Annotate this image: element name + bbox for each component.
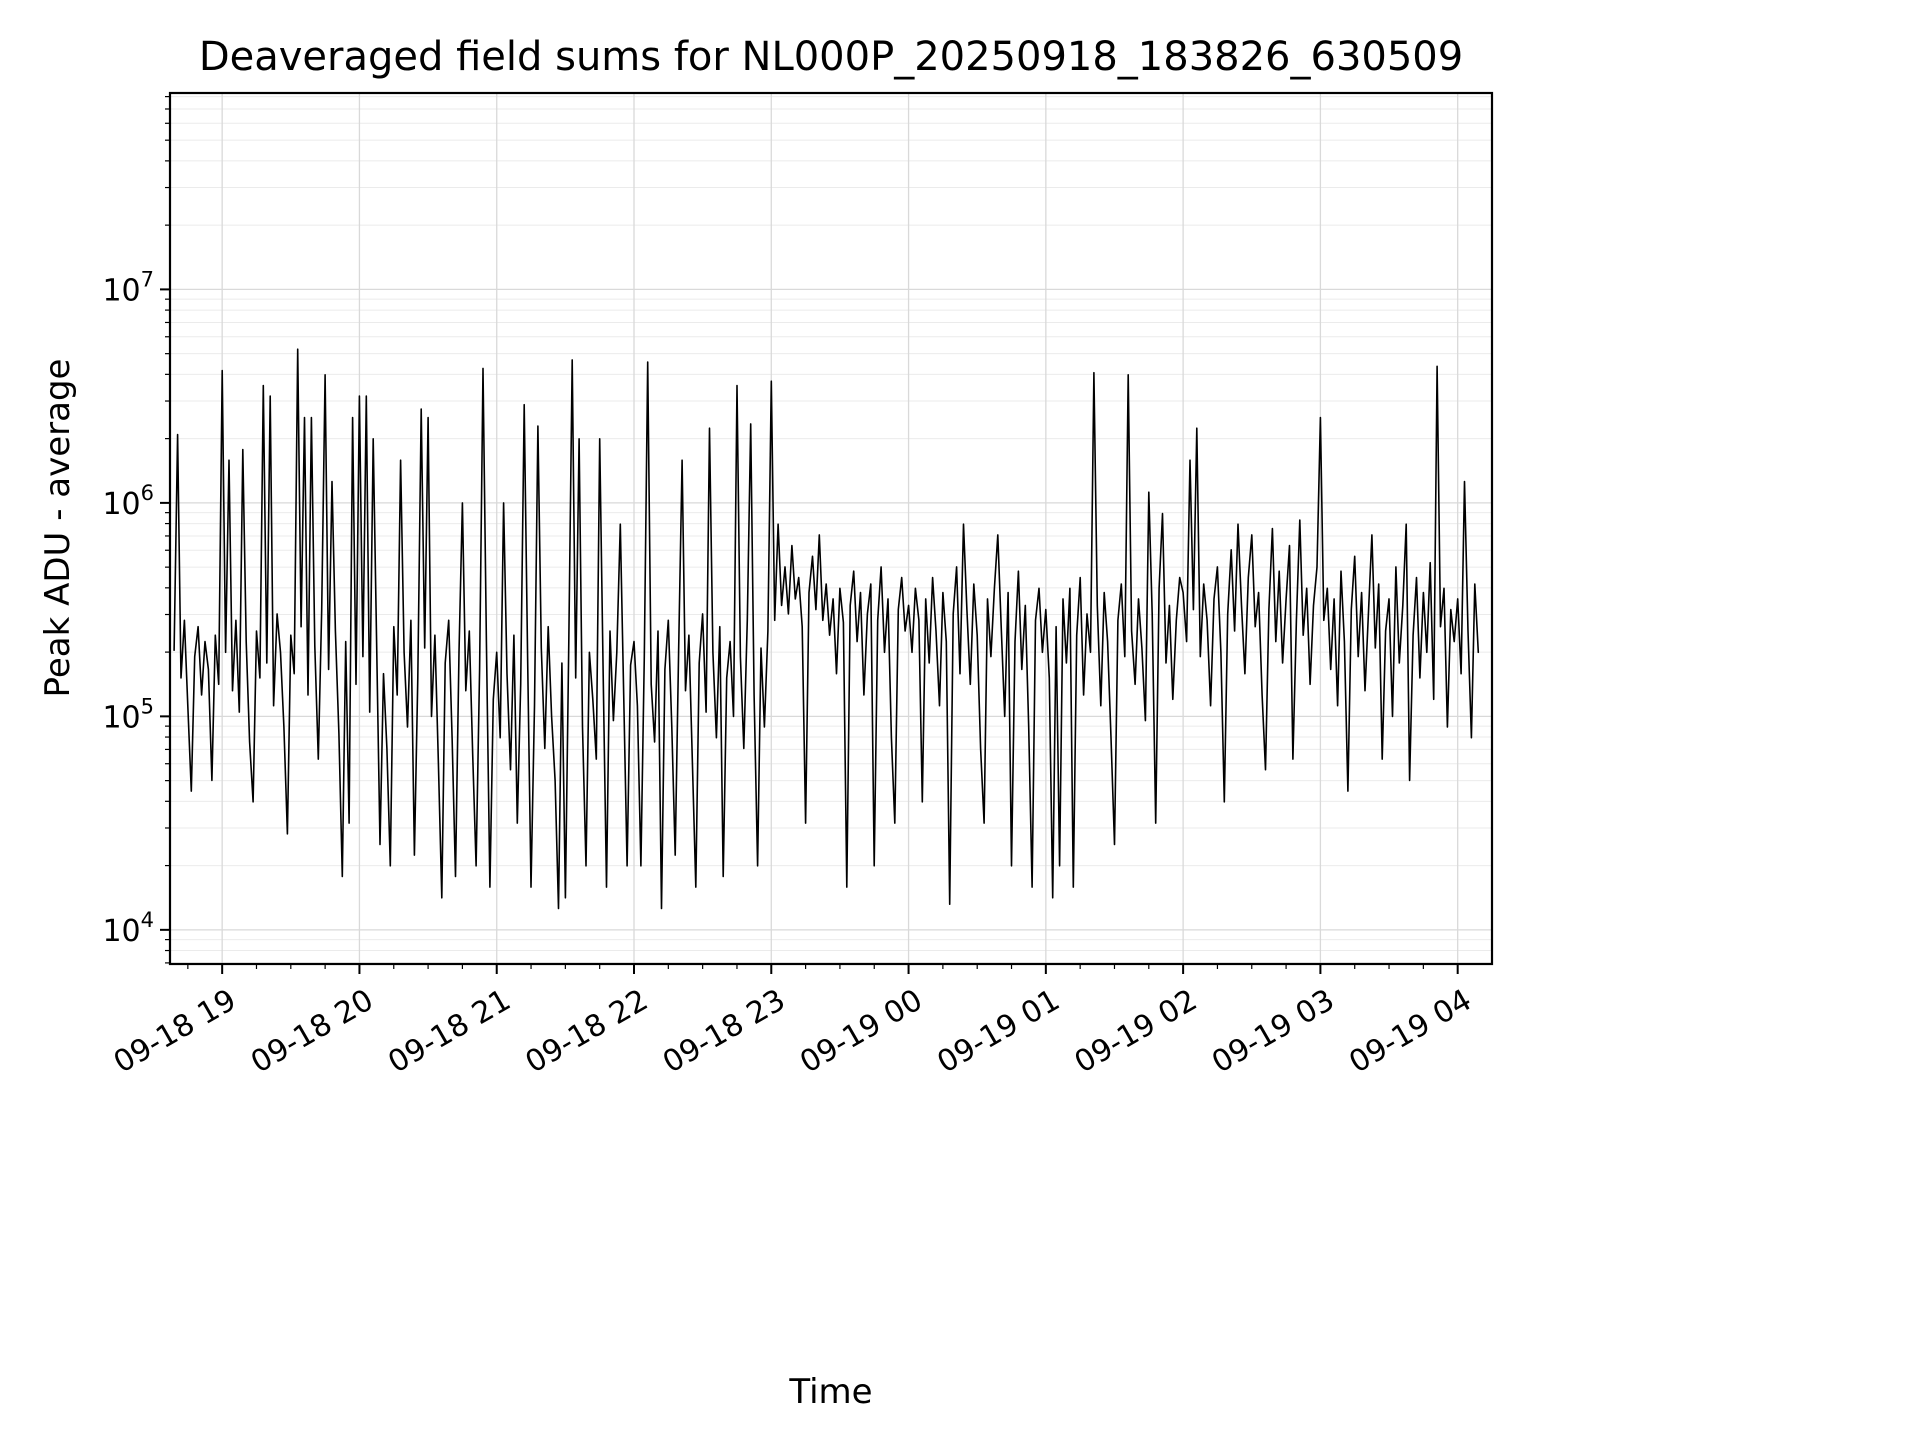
x-tick-label: 09-18 22 — [520, 983, 654, 1081]
chart-title: Deaveraged field sums for NL000P_2025091… — [198, 34, 1464, 80]
x-tick-label: 09-19 03 — [1206, 983, 1340, 1081]
y-tick-label: 104 — [102, 908, 154, 949]
y-tick-label: 106 — [102, 481, 154, 522]
series-line — [173, 348, 1480, 910]
x-tick-label: 09-19 02 — [1069, 983, 1203, 1081]
x-tick-label: 09-18 20 — [245, 983, 379, 1081]
x-tick-label: 09-19 01 — [932, 983, 1066, 1081]
data-series — [173, 348, 1480, 910]
plot-frame — [168, 91, 1494, 966]
x-axis-label: Time — [789, 1372, 873, 1412]
plot-border — [168, 91, 1494, 966]
y-tick-label: 107 — [102, 267, 154, 308]
x-tick-label: 09-18 21 — [382, 983, 516, 1081]
x-tick-label: 09-19 00 — [794, 983, 928, 1081]
y-tick-label: 105 — [102, 694, 154, 735]
x-tick-label: 09-18 23 — [657, 983, 791, 1081]
x-tick-label: 09-19 04 — [1343, 983, 1477, 1081]
x-tick-label: 09-18 19 — [108, 983, 242, 1081]
